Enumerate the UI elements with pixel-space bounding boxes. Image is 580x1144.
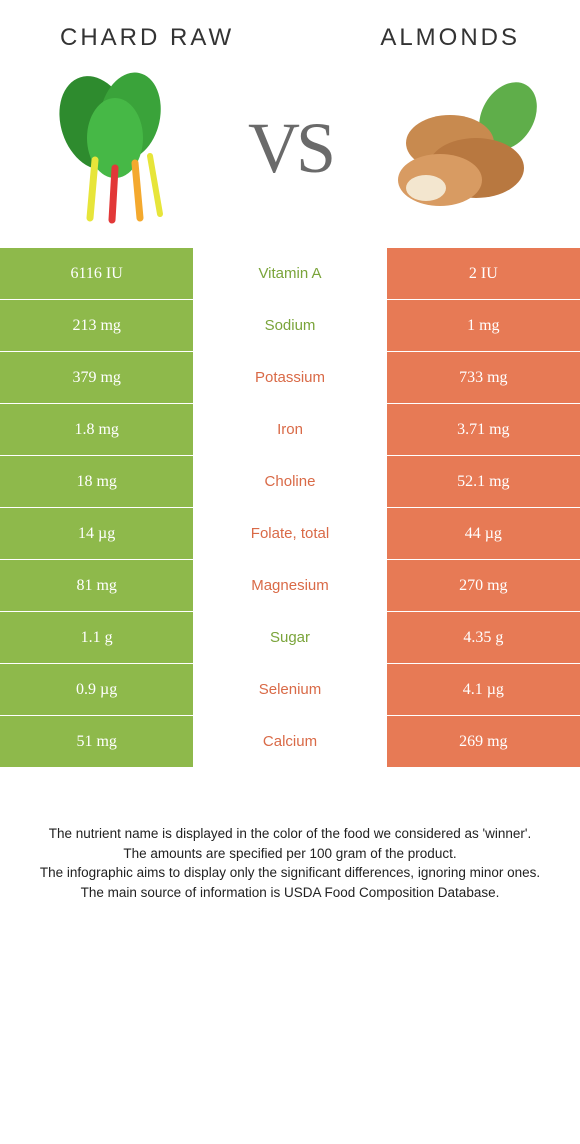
table-row: 81 mgMagnesium270 mg (0, 560, 580, 612)
nutrient-name: Sugar (193, 612, 386, 664)
footnote-line: The main source of information is USDA F… (24, 883, 556, 903)
vs-label: VS (248, 107, 332, 190)
comparison-table: 6116 IUVitamin A2 IU213 mgSodium1 mg379 … (0, 248, 580, 768)
nutrient-name: Selenium (193, 664, 386, 716)
right-value: 4.35 g (387, 612, 580, 664)
right-value: 3.71 mg (387, 404, 580, 456)
footnote-line: The infographic aims to display only the… (24, 863, 556, 883)
left-value: 1.1 g (0, 612, 193, 664)
right-value: 270 mg (387, 560, 580, 612)
table-row: 6116 IUVitamin A2 IU (0, 248, 580, 300)
right-food-image (380, 68, 540, 228)
footnotes: The nutrient name is displayed in the co… (0, 768, 580, 902)
chard-icon (40, 68, 200, 228)
footnote-line: The nutrient name is displayed in the co… (24, 824, 556, 844)
nutrient-name: Magnesium (193, 560, 386, 612)
left-value: 6116 IU (0, 248, 193, 300)
nutrient-name: Choline (193, 456, 386, 508)
header-row: Chard raw Almonds (0, 0, 580, 58)
table-row: 379 mgPotassium733 mg (0, 352, 580, 404)
right-value: 2 IU (387, 248, 580, 300)
nutrient-name: Sodium (193, 300, 386, 352)
nutrient-name: Potassium (193, 352, 386, 404)
right-food-title: Almonds (380, 24, 520, 52)
table-row: 1.1 gSugar4.35 g (0, 612, 580, 664)
hero-section: VS (0, 58, 580, 248)
left-value: 1.8 mg (0, 404, 193, 456)
nutrient-name: Calcium (193, 716, 386, 768)
right-value: 4.1 µg (387, 664, 580, 716)
right-value: 52.1 mg (387, 456, 580, 508)
right-value: 733 mg (387, 352, 580, 404)
left-value: 14 µg (0, 508, 193, 560)
nutrient-name: Vitamin A (193, 248, 386, 300)
right-value: 1 mg (387, 300, 580, 352)
nutrient-name: Folate, total (193, 508, 386, 560)
table-row: 51 mgCalcium269 mg (0, 716, 580, 768)
left-value: 213 mg (0, 300, 193, 352)
nutrient-name: Iron (193, 404, 386, 456)
table-row: 213 mgSodium1 mg (0, 300, 580, 352)
left-value: 18 mg (0, 456, 193, 508)
almonds-icon (380, 68, 540, 228)
right-value: 269 mg (387, 716, 580, 768)
left-value: 0.9 µg (0, 664, 193, 716)
left-value: 81 mg (0, 560, 193, 612)
right-value: 44 µg (387, 508, 580, 560)
table-row: 0.9 µgSelenium4.1 µg (0, 664, 580, 716)
footnote-line: The amounts are specified per 100 gram o… (24, 844, 556, 864)
left-food-image (40, 68, 200, 228)
left-food-title: Chard raw (60, 24, 234, 52)
table-row: 18 mgCholine52.1 mg (0, 456, 580, 508)
table-row: 14 µgFolate, total44 µg (0, 508, 580, 560)
left-value: 379 mg (0, 352, 193, 404)
left-value: 51 mg (0, 716, 193, 768)
table-row: 1.8 mgIron3.71 mg (0, 404, 580, 456)
